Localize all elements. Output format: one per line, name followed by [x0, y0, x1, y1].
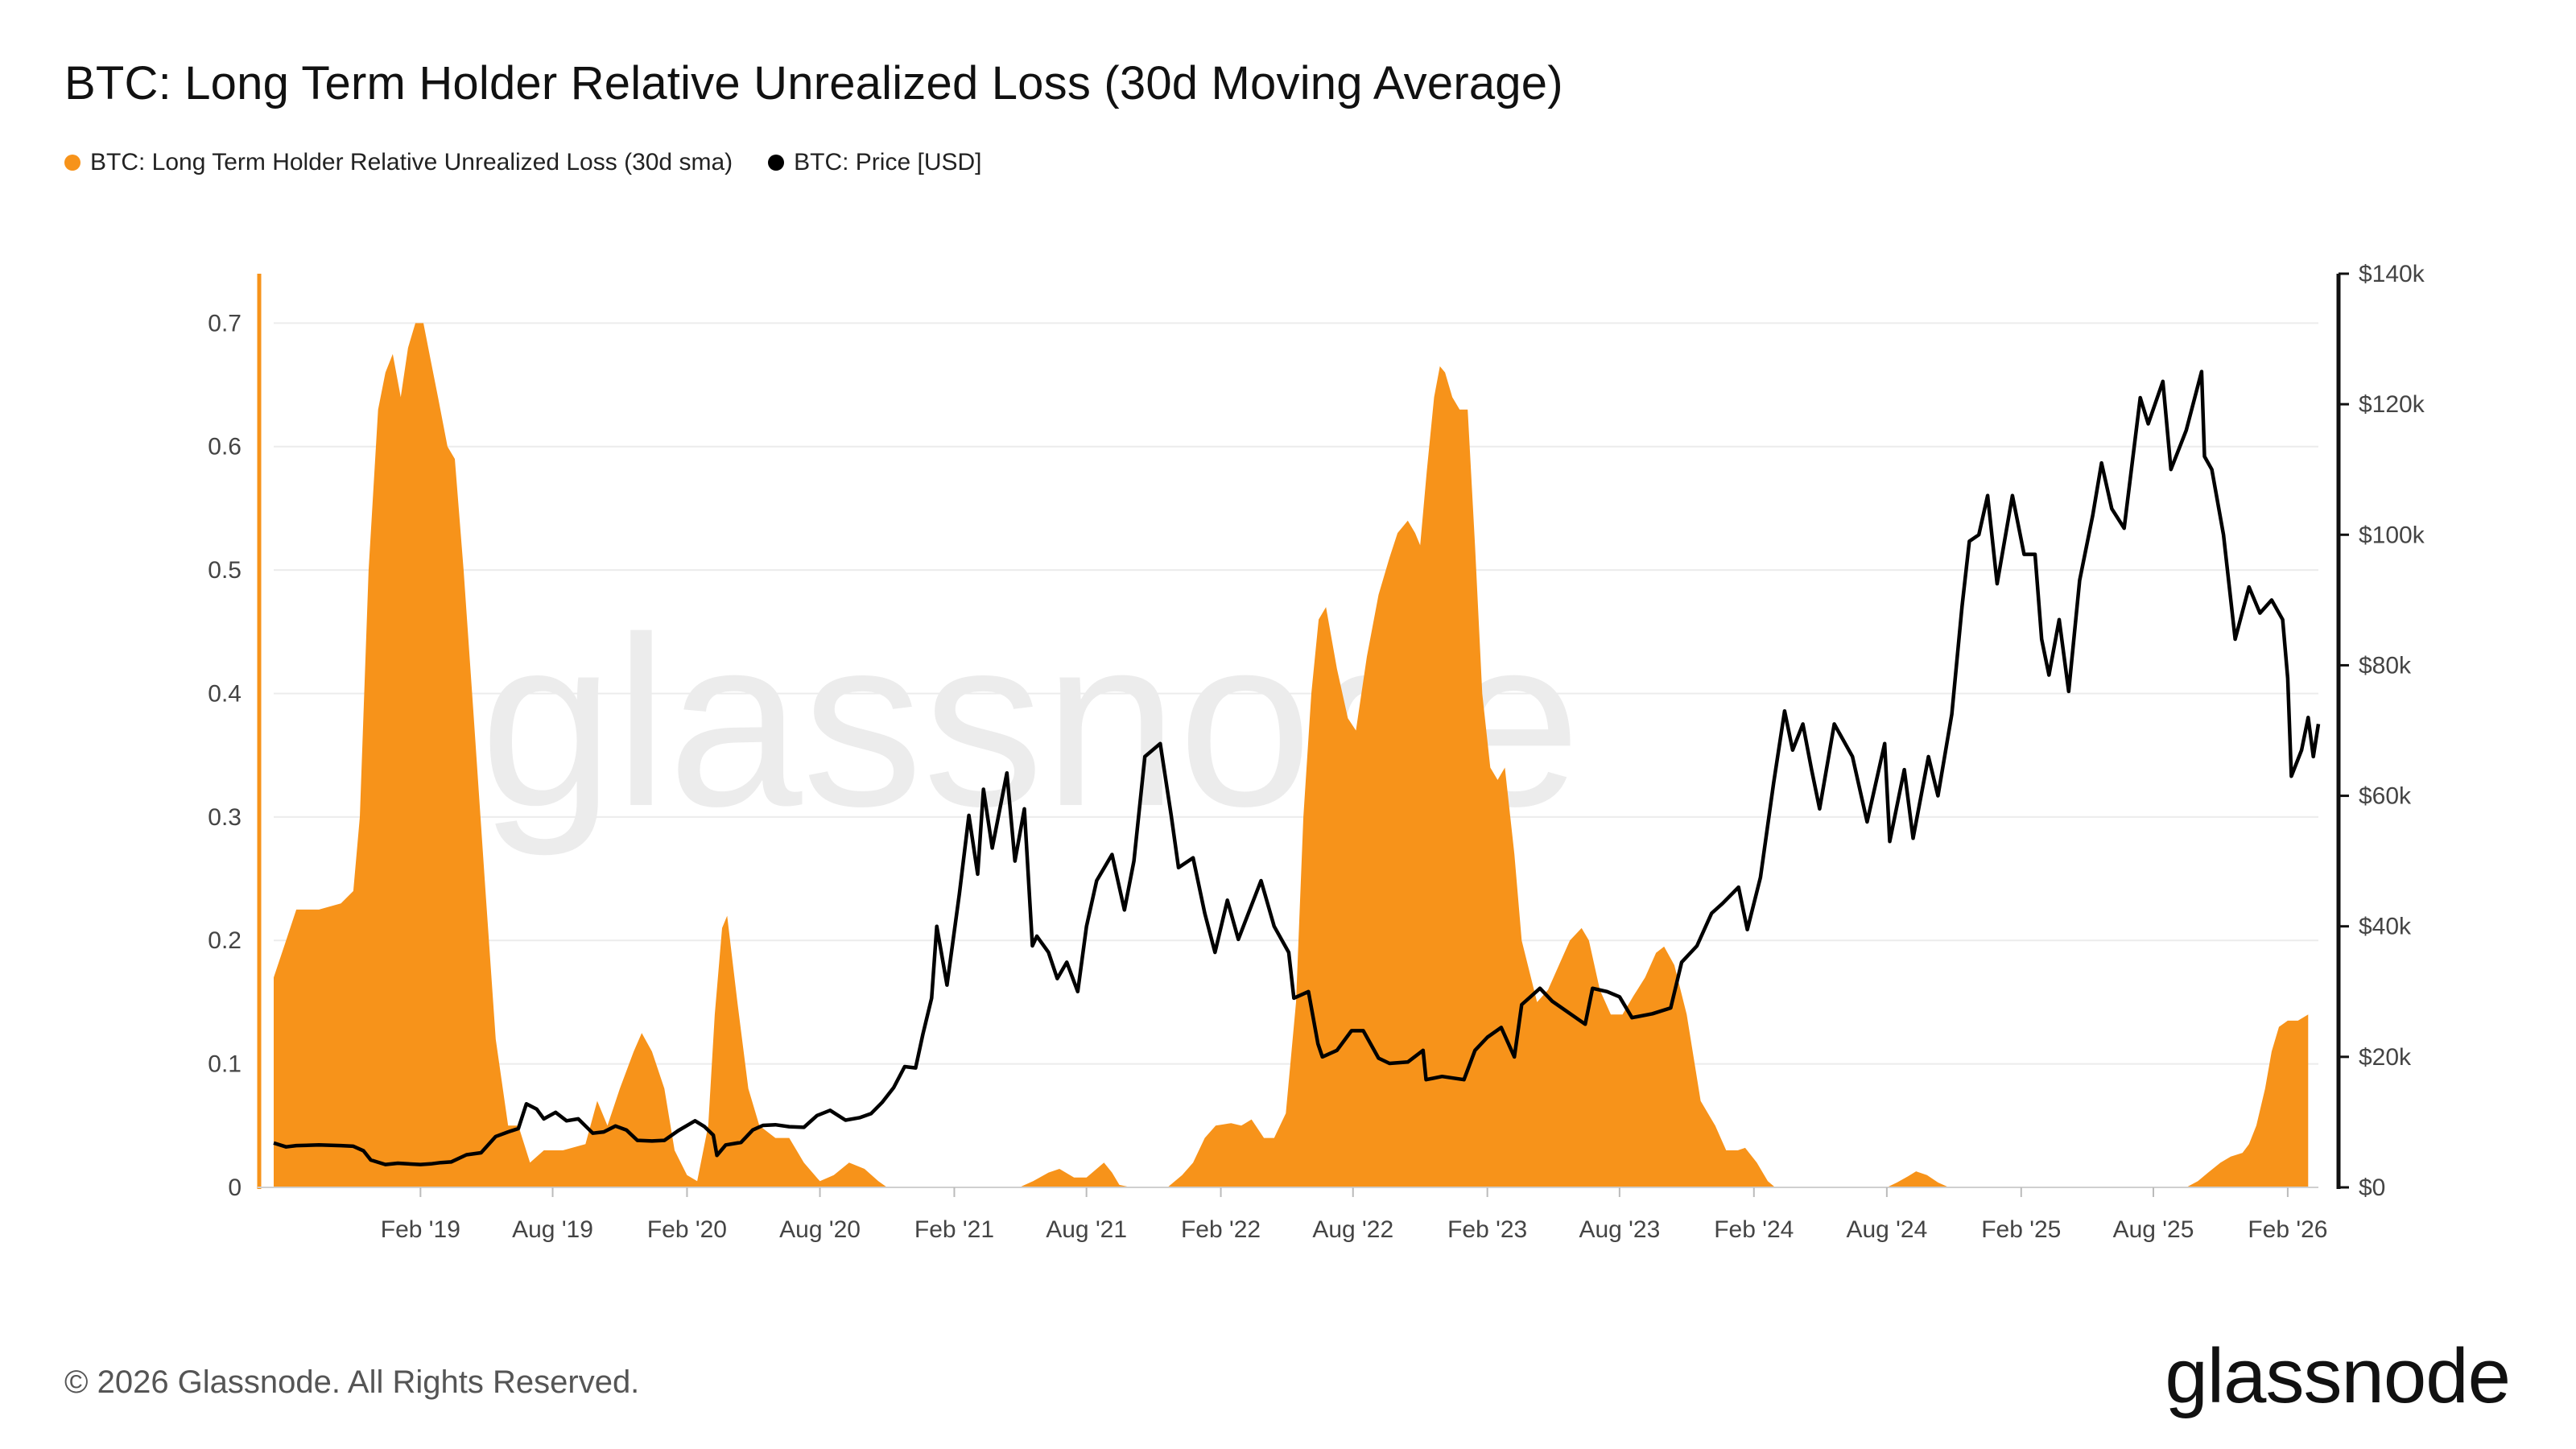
x-tick-label: Aug '19: [512, 1216, 593, 1243]
right-tick-label: $0: [2359, 1174, 2385, 1201]
right-tick-label: $120k: [2359, 391, 2425, 418]
x-tick-label: Aug '21: [1046, 1216, 1127, 1243]
legend-swatch-ltd-loss: [64, 155, 80, 171]
right-tick-label: $100k: [2359, 522, 2425, 548]
left-tick-label: 0.4: [208, 680, 242, 707]
right-tick-label: $20k: [2359, 1044, 2412, 1071]
left-tick-label: 0.6: [208, 434, 242, 460]
left-axis-ticks: 0 0.1 0.2 0.3 0.4 0.5 0.6 0.7: [208, 310, 242, 1201]
x-tick-label: Aug '23: [1579, 1216, 1660, 1243]
left-tick-label: 0.7: [208, 310, 242, 336]
left-tick-label: 0: [228, 1174, 242, 1201]
x-tick-label: Aug '20: [779, 1216, 861, 1243]
x-tick-label: Aug '25: [2113, 1216, 2194, 1243]
copyright-text: © 2026 Glassnode. All Rights Reserved.: [64, 1364, 640, 1400]
glassnode-logo: glassnode: [2165, 1333, 2511, 1419]
right-tick-label: $40k: [2359, 914, 2412, 940]
legend-item-price[interactable]: BTC: Price [USD]: [768, 149, 982, 176]
x-tick-label: Feb '21: [914, 1216, 994, 1243]
legend-label-ltd-loss: BTC: Long Term Holder Relative Unrealize…: [90, 149, 733, 175]
x-tick-label: Feb '19: [381, 1216, 460, 1243]
right-tick-label: $140k: [2359, 261, 2425, 287]
right-axis-ticks: $0 $20k $40k $60k $80k $100k $120k $140k: [2339, 261, 2425, 1201]
x-tick-label: Feb '20: [647, 1216, 727, 1243]
x-tick-label: Feb '25: [1981, 1216, 2061, 1243]
chart-title: BTC: Long Term Holder Relative Unrealize…: [64, 57, 1563, 109]
x-tick-label: Feb '23: [1447, 1216, 1527, 1243]
axes: [257, 274, 2341, 1189]
left-tick-label: 0.3: [208, 804, 242, 831]
btc-price-line: [273, 369, 2321, 1166]
grid-lines: [274, 322, 2318, 1065]
left-tick-label: 0.2: [208, 927, 242, 954]
legend-label-price: BTC: Price [USD]: [794, 149, 982, 175]
x-tick-label: Aug '24: [1846, 1216, 1927, 1243]
legend-item-ltd-loss[interactable]: BTC: Long Term Holder Relative Unrealize…: [64, 149, 733, 176]
left-tick-label: 0.5: [208, 557, 242, 584]
x-tick-label: Feb '22: [1181, 1216, 1261, 1243]
legend-swatch-price: [768, 155, 785, 171]
legend: BTC: Long Term Holder Relative Unrealize…: [64, 149, 982, 176]
ltd-loss-area: [274, 323, 2309, 1187]
left-tick-label: 0.1: [208, 1051, 242, 1078]
x-tick-label: Feb '24: [1714, 1216, 1794, 1243]
line-series-layer: [273, 369, 2321, 1166]
x-tick-label: Aug '22: [1312, 1216, 1393, 1243]
x-tick-label: Feb '26: [2248, 1216, 2327, 1243]
right-tick-label: $60k: [2359, 783, 2412, 810]
area-series-layer: [274, 323, 2309, 1187]
right-tick-label: $80k: [2359, 652, 2412, 679]
x-axis-ticks: Feb '19 Aug '19 Feb '20 Aug '20 Feb '21 Aug '…: [381, 1187, 2327, 1243]
